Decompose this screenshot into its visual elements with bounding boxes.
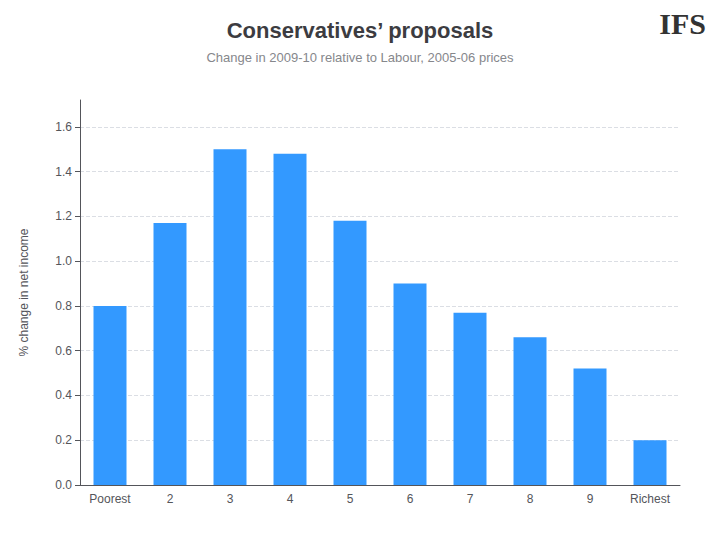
svg-text:9: 9 [587, 492, 594, 506]
svg-text:6: 6 [407, 492, 414, 506]
svg-text:1.0: 1.0 [55, 254, 72, 268]
svg-text:0.0: 0.0 [55, 478, 72, 492]
svg-text:% change in net income: % change in net income [17, 228, 31, 356]
svg-text:Conservatives’ proposals: Conservatives’ proposals [227, 18, 494, 43]
svg-text:4: 4 [287, 492, 294, 506]
svg-text:8: 8 [527, 492, 534, 506]
svg-text:0.4: 0.4 [55, 388, 72, 402]
svg-text:5: 5 [347, 492, 354, 506]
svg-text:IFS: IFS [659, 7, 706, 40]
svg-text:0.2: 0.2 [55, 433, 72, 447]
svg-text:1.2: 1.2 [55, 209, 72, 223]
svg-text:0.6: 0.6 [55, 344, 72, 358]
svg-text:3: 3 [227, 492, 234, 506]
svg-text:Poorest: Poorest [89, 492, 131, 506]
svg-text:7: 7 [467, 492, 474, 506]
svg-text:1.6: 1.6 [55, 120, 72, 134]
svg-text:0.8: 0.8 [55, 299, 72, 313]
svg-text:Change in 2009-10 relative to: Change in 2009-10 relative to Labour, 20… [206, 50, 514, 65]
svg-text:2: 2 [167, 492, 174, 506]
svg-text:1.4: 1.4 [55, 165, 72, 179]
svg-text:Richest: Richest [630, 492, 671, 506]
